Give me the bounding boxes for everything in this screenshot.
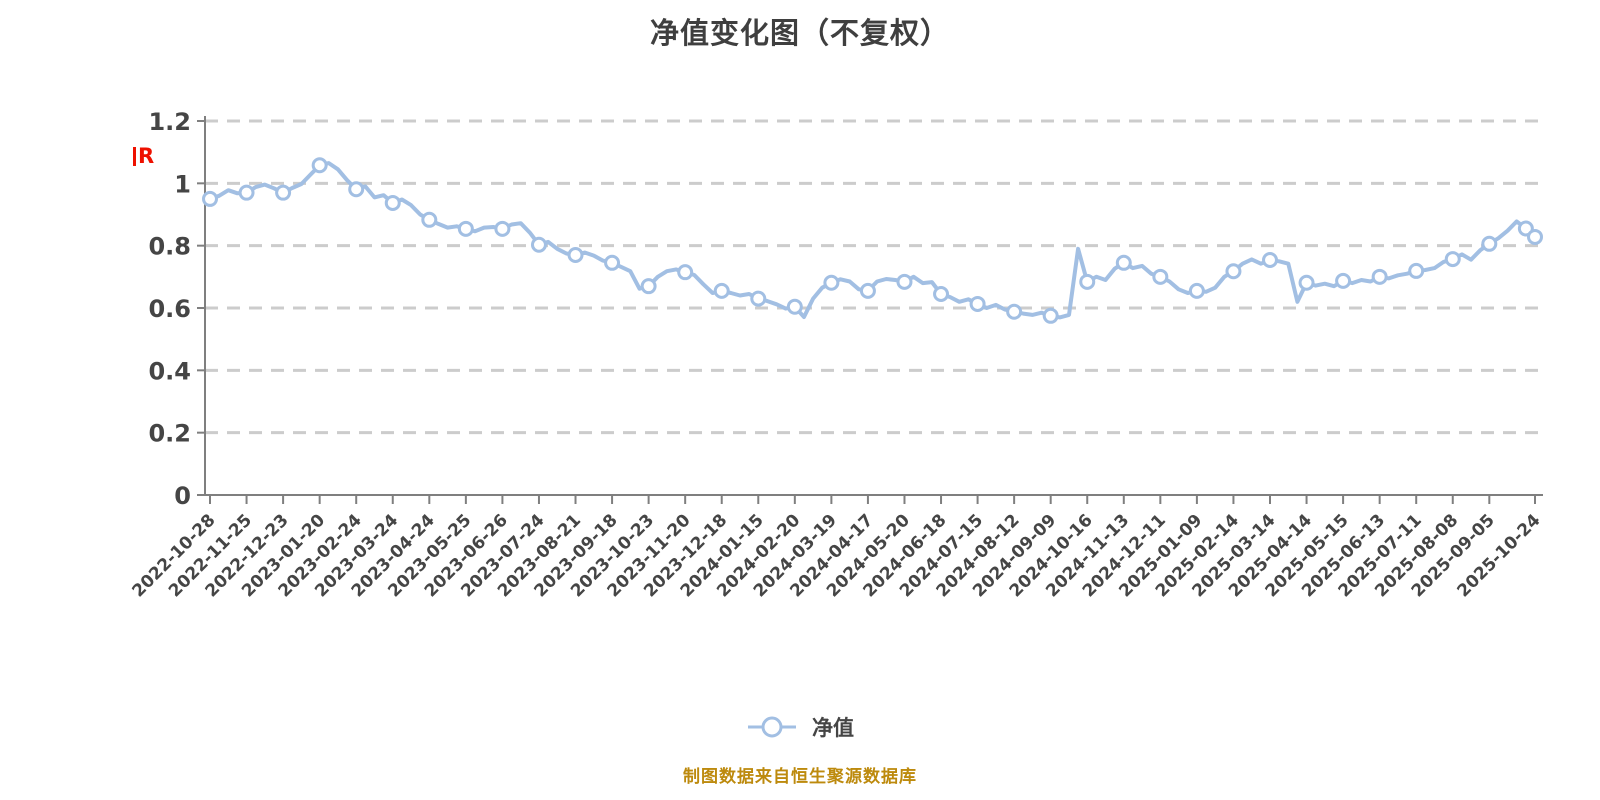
data-point-marker[interactable]: [1188, 282, 1205, 299]
data-point-marker[interactable]: [1444, 251, 1461, 268]
y-tick-label: 0.8: [148, 233, 191, 261]
data-point-marker[interactable]: [1527, 228, 1543, 245]
data-point-marker[interactable]: [750, 290, 767, 307]
y-tick-label: 1.2: [148, 108, 191, 136]
chart-title: 净值变化图（不复权）: [649, 16, 950, 50]
data-point-marker[interactable]: [1371, 268, 1388, 285]
data-point-marker[interactable]: [786, 298, 803, 315]
data-point-marker[interactable]: [1006, 303, 1023, 320]
y-tick-label: 1: [174, 170, 191, 198]
data-point-marker[interactable]: [1481, 235, 1498, 252]
data-point-marker[interactable]: [348, 181, 365, 198]
legend-label: 净值: [812, 716, 854, 740]
dividend-flag-bar-icon: [133, 147, 136, 166]
data-point-marker[interactable]: [1115, 254, 1132, 271]
nav-line-chart: 00.20.40.60.811.22022-10-282022-11-25202…: [128, 108, 1544, 601]
data-point-marker[interactable]: [202, 190, 218, 207]
data-point-marker[interactable]: [896, 273, 913, 290]
data-point-marker[interactable]: [494, 220, 511, 237]
data-source-note: 制图数据来自恒生聚源数据库: [683, 767, 917, 787]
data-point-marker[interactable]: [1079, 273, 1096, 290]
data-point-marker[interactable]: [1408, 262, 1425, 279]
data-point-marker[interactable]: [1335, 272, 1352, 289]
data-point-marker[interactable]: [1152, 268, 1169, 285]
data-point-marker[interactable]: [933, 285, 950, 302]
data-point-marker[interactable]: [1262, 252, 1278, 269]
data-point-marker[interactable]: [457, 220, 474, 237]
data-point-marker[interactable]: [677, 264, 694, 281]
data-point-marker[interactable]: [275, 184, 292, 201]
y-tick-label: 0: [174, 482, 191, 510]
data-point-marker[interactable]: [530, 236, 547, 253]
y-tick-label: 0.4: [148, 357, 191, 385]
data-point-marker[interactable]: [1042, 307, 1059, 324]
legend[interactable]: 净值: [0, 712, 1600, 742]
data-point-marker[interactable]: [823, 274, 840, 291]
dividend-flag-text: R: [138, 144, 155, 168]
data-point-marker[interactable]: [567, 247, 584, 264]
data-point-marker[interactable]: [969, 295, 986, 312]
legend-line-marker-icon: [748, 716, 796, 738]
data-point-marker[interactable]: [238, 184, 255, 201]
data-point-marker[interactable]: [421, 211, 438, 228]
data-point-marker[interactable]: [1298, 274, 1315, 291]
dividend-flag: R: [133, 146, 154, 167]
data-point-marker[interactable]: [713, 282, 730, 299]
data-point-marker[interactable]: [311, 157, 328, 174]
data-point-marker[interactable]: [604, 254, 621, 271]
y-tick-label: 0.6: [148, 295, 191, 323]
y-tick-label: 0.2: [148, 420, 191, 448]
data-point-marker[interactable]: [640, 278, 657, 295]
data-point-marker[interactable]: [859, 282, 876, 299]
data-point-marker[interactable]: [384, 194, 401, 211]
data-point-marker[interactable]: [1225, 263, 1242, 280]
